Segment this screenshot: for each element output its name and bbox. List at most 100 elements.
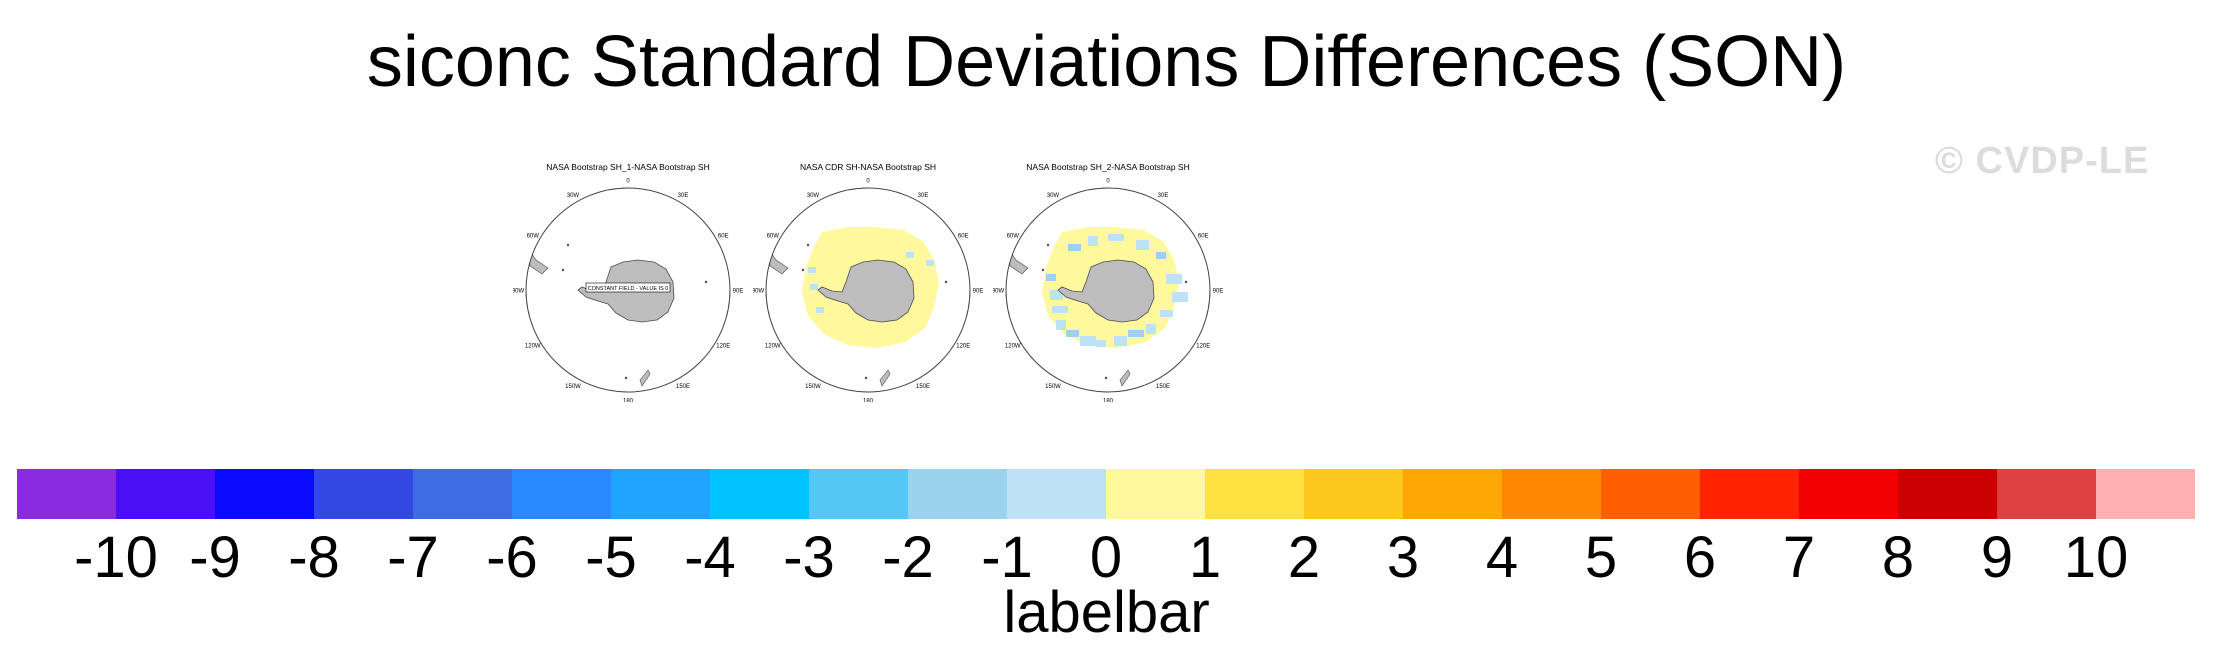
longitude-label: 150W [1045, 384, 1061, 390]
longitude-label: 150E [916, 384, 930, 390]
longitude-label: 30E [1158, 193, 1169, 199]
colorbar-tick-label: -5 [585, 525, 637, 590]
colorbar-title: labelbar [1003, 580, 1210, 645]
longitude-label: 90E [1213, 289, 1223, 295]
colorbar-box [809, 469, 909, 519]
colorbar-tick-label: -3 [783, 525, 835, 590]
longitude-label: 30E [918, 193, 929, 199]
longitude-label: 150E [1156, 384, 1170, 390]
colorbar-tick-label: 1 [1188, 525, 1222, 590]
colorbar-tick-label: 6 [1683, 525, 1717, 590]
longitude-label: 120W [765, 344, 781, 350]
longitude-label: 180 [623, 399, 634, 403]
colorbar-box [1403, 469, 1503, 519]
longitude-label: 90W [513, 289, 525, 295]
watermark: © CVDP-LE [1935, 140, 2150, 182]
longitude-label: 180 [863, 399, 874, 403]
colorbar-tick-label: -4 [684, 525, 736, 590]
longitude-label: 120E [956, 344, 970, 350]
colorbar-tick-label: -7 [387, 525, 439, 590]
colorbar-box [611, 469, 711, 519]
colorbar-tick-label: 7 [1782, 525, 1816, 590]
map-content [1006, 188, 1210, 392]
panel-title: NASA Bootstrap SH_1-NASA Bootstrap SH [546, 162, 710, 172]
colorbar-tick-label: -9 [189, 525, 241, 590]
colorbar-tick-label: -10 [74, 525, 158, 590]
colorbar-tick-label: -8 [288, 525, 340, 590]
colorbar-box [1502, 469, 1602, 519]
longitude-label: 150E [676, 384, 690, 390]
map-panel-2: NASA CDR SH-NASA Bootstrap SH 0 30E 60E 90E… [753, 162, 983, 402]
colorbar-box [413, 469, 513, 519]
longitude-label: 180 [1103, 399, 1114, 403]
antarctica-landmass [817, 259, 915, 323]
polar-map-2: 0 30E 60E 90E 120E 150E 180 150W 120W 90W 60W 30W [753, 179, 983, 403]
colorbar-tick-label: 0 [1089, 525, 1123, 590]
polar-map-1: 0 30E 60E 90E 120E 150E 180 150W 120W 90W 60W 30W CO… [513, 179, 743, 403]
map-boundary [1005, 187, 1211, 393]
colorbar-box [1799, 469, 1899, 519]
colorbar-box [1007, 469, 1107, 519]
colorbar-box [1898, 469, 1998, 519]
colorbar-tick-label: -1 [981, 525, 1033, 590]
longitude-label: 60E [718, 234, 729, 240]
colorbar-tick-labels: -10 -9 -8 -7 -6 -5 -4 -3 -2 -1 0 1 2 3 4 5 6 7 8 9 10 [0, 528, 2213, 588]
longitude-label: 150W [805, 384, 821, 390]
longitude-label: 30W [807, 193, 820, 199]
map-content [766, 188, 970, 392]
colorbar-box [17, 469, 117, 519]
longitude-label: 60E [1198, 234, 1209, 240]
longitude-label: 60W [1007, 234, 1020, 240]
colorbar-box [1601, 469, 1701, 519]
colorbar-box [1205, 469, 1305, 519]
colorbar-box [1997, 469, 2097, 519]
colorbar-tick-label: 2 [1287, 525, 1321, 590]
longitude-label: 120E [1196, 344, 1210, 350]
colorbar [17, 469, 2195, 519]
colorbar-box [908, 469, 1008, 519]
longitude-label: 30E [678, 193, 689, 199]
longitude-label: 90W [993, 289, 1005, 295]
longitude-label: 60W [767, 234, 780, 240]
colorbar-tick-label: -2 [882, 525, 934, 590]
colorbar-tick-label: 3 [1386, 525, 1420, 590]
longitude-label: 60E [958, 234, 969, 240]
map-panel-3: NASA Bootstrap SH_2-NASA Bootstrap SH 0 3… [993, 162, 1223, 402]
panel-title: NASA Bootstrap SH_2-NASA Bootstrap SH [1026, 162, 1190, 172]
longitude-label: 150W [565, 384, 581, 390]
longitude-label: 120E [716, 344, 730, 350]
colorbar-box [710, 469, 810, 519]
colorbar-box [1304, 469, 1404, 519]
map-panel-1: NASA Bootstrap SH_1-NASA Bootstrap SH 0 3… [513, 162, 743, 402]
colorbar-tick-label: 5 [1584, 525, 1618, 590]
colorbar-box [116, 469, 216, 519]
longitude-label: 60W [527, 234, 540, 240]
longitude-label: 0 [626, 179, 630, 185]
longitude-label: 30W [567, 193, 580, 199]
longitude-label: 90E [733, 289, 743, 295]
longitude-label: 0 [1106, 179, 1110, 185]
antarctica-landmass [1057, 259, 1155, 323]
chart-title: siconc Standard Deviations Differences (… [366, 22, 1847, 102]
colorbar-tick-label: -6 [486, 525, 538, 590]
colorbar-box [215, 469, 315, 519]
colorbar-box [2096, 469, 2195, 519]
panel-title: NASA CDR SH-NASA Bootstrap SH [799, 162, 937, 172]
colorbar-tick-label: 4 [1485, 525, 1519, 590]
longitude-label: 120W [525, 344, 541, 350]
colorbar-box [1700, 469, 1800, 519]
longitude-label: 90W [753, 289, 765, 295]
longitude-label: 0 [866, 179, 870, 185]
longitude-label: 120W [1005, 344, 1021, 350]
longitude-label: 90E [973, 289, 983, 295]
colorbar-box [512, 469, 612, 519]
constant-field-note: CONSTANT FIELD - VALUE IS 0 [588, 286, 669, 292]
colorbar-tick-label: 8 [1881, 525, 1915, 590]
colorbar-box [314, 469, 414, 519]
colorbar-tick-label: 9 [1980, 525, 2014, 590]
polar-map-3: 0 30E 60E 90E 120E 150E 180 150W 120W 90W 60W 30W [993, 179, 1223, 403]
colorbar-box [1106, 469, 1206, 519]
colorbar-tick-label: 10 [2063, 525, 2129, 590]
map-boundary [765, 187, 971, 393]
longitude-label: 30W [1047, 193, 1060, 199]
